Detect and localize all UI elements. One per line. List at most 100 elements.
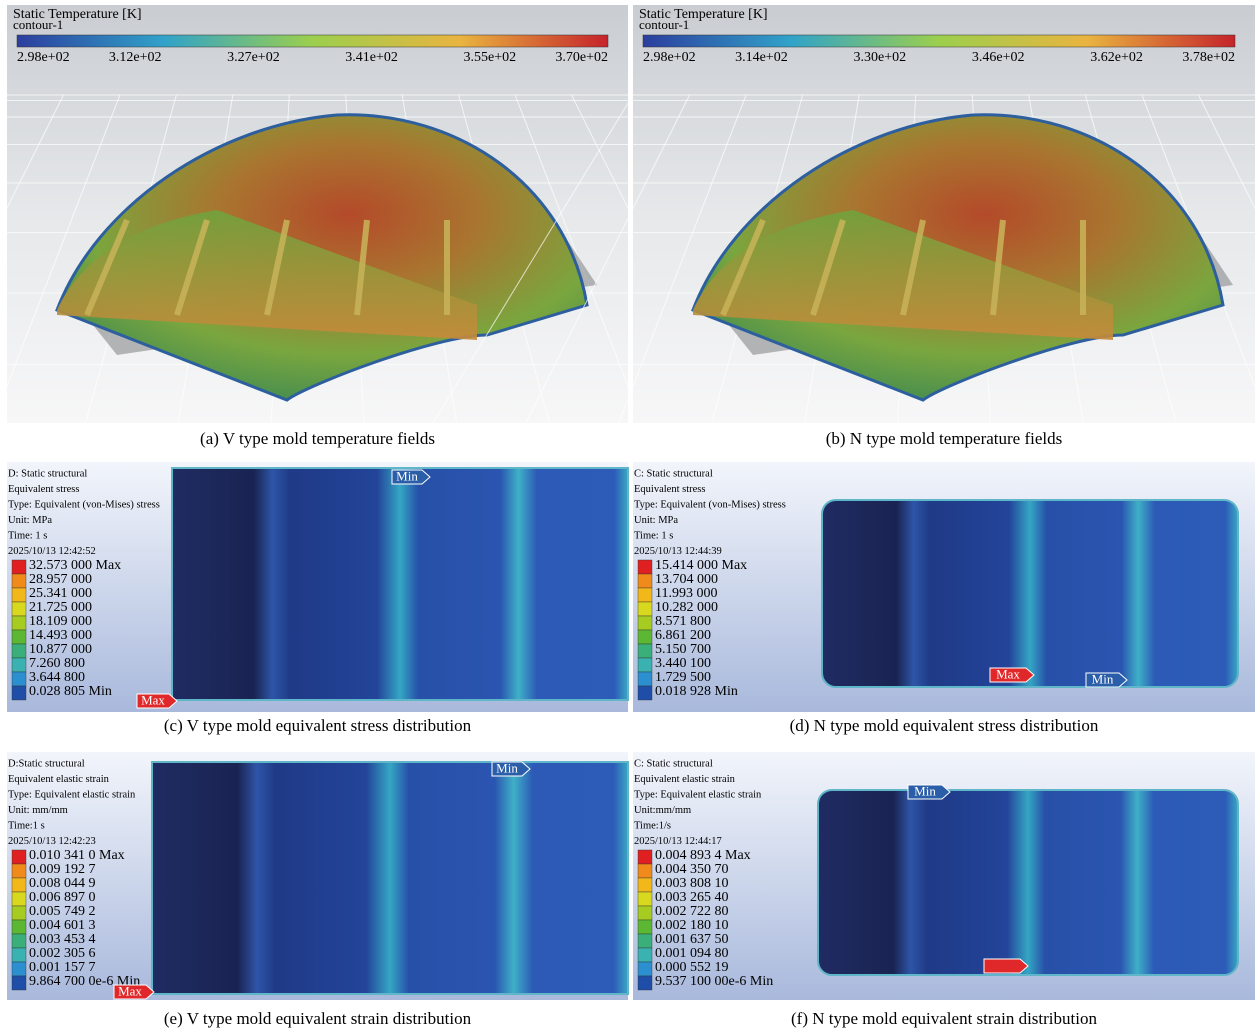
colorbar-label: 2.98e+02 <box>17 50 70 65</box>
caption: (b) N type mold temperature fields <box>826 429 1063 448</box>
mold-body <box>172 468 628 700</box>
legend-swatch <box>638 644 652 658</box>
legend-label: 0.000 552 19 <box>655 960 729 975</box>
colorbar-label: 3.12e+02 <box>109 50 162 65</box>
legend-label: 0.001 637 50 <box>655 932 729 947</box>
legend-label: 0.005 749 2 <box>29 904 96 919</box>
legend-swatch <box>12 934 26 948</box>
info-line: 2025/10/13 12:44:39 <box>634 546 722 557</box>
tag-label: Max <box>118 983 142 998</box>
legend-label: 0.001 094 80 <box>655 946 729 961</box>
colorbar-label: 3.46e+02 <box>972 50 1025 65</box>
info-line: Time:1/s <box>634 820 671 831</box>
legend-label: 3.440 100 <box>655 656 711 671</box>
mold-body <box>818 790 1238 975</box>
contour-label: contour-1 <box>639 17 689 32</box>
info-line: Equivalent elastic strain <box>634 774 736 785</box>
legend-label: 10.282 000 <box>655 600 718 615</box>
legend-swatch <box>12 672 26 686</box>
colorbar-label: 3.41e+02 <box>345 50 398 65</box>
info-line: Type: Equivalent elastic strain <box>8 789 136 800</box>
caption: (d) N type mold equivalent stress distri… <box>790 716 1099 735</box>
info-line: Time:1 s <box>8 820 45 831</box>
legend-label: 0.009 192 7 <box>29 862 96 877</box>
info-line: Unit:mm/mm <box>634 805 691 816</box>
info-line: C: Static structural <box>634 468 713 479</box>
colorbar <box>17 35 608 47</box>
info-line: Time: 1 s <box>634 530 673 541</box>
colorbar-label: 3.30e+02 <box>853 50 906 65</box>
info-line: Unit: MPa <box>8 515 52 526</box>
colorbar-label: 3.62e+02 <box>1090 50 1143 65</box>
legend-swatch <box>638 574 652 588</box>
caption: (e) V type mold equivalent strain distri… <box>164 1009 472 1028</box>
legend-label: 8.571 800 <box>655 614 711 629</box>
info-line: Unit: mm/mm <box>8 805 68 816</box>
colorbar-label: 2.98e+02 <box>643 50 696 65</box>
legend-swatch <box>12 962 26 976</box>
legend-label: 0.004 350 70 <box>655 862 729 877</box>
info-line: Type: Equivalent (von-Mises) stress <box>8 499 160 510</box>
legend-label: 0.003 453 4 <box>29 932 96 947</box>
tag-label: Min <box>396 468 418 483</box>
legend-swatch <box>12 630 26 644</box>
legend-label: 0.003 808 10 <box>655 876 729 891</box>
colorbar <box>643 35 1235 47</box>
tag-label: Max <box>996 666 1020 681</box>
floor-grid <box>0 95 7 423</box>
legend-swatch <box>638 560 652 574</box>
colorbar-label: 3.27e+02 <box>227 50 280 65</box>
legend-swatch <box>638 892 652 906</box>
legend-swatch <box>638 878 652 892</box>
legend-swatch <box>12 906 26 920</box>
legend-swatch <box>12 560 26 574</box>
legend-label: 0.006 897 0 <box>29 890 96 905</box>
colorbar-label: 3.55e+02 <box>463 50 516 65</box>
legend-label: 0.008 044 9 <box>29 876 96 891</box>
info-line: Equivalent stress <box>8 484 79 495</box>
caption: (c) V type mold equivalent stress distri… <box>164 716 472 735</box>
legend-swatch <box>12 616 26 630</box>
legend-swatch <box>12 574 26 588</box>
info-line: Type: Equivalent (von-Mises) stress <box>634 499 786 510</box>
legend-swatch <box>638 962 652 976</box>
legend-swatch <box>638 672 652 686</box>
legend-label: 0.002 722 80 <box>655 904 729 919</box>
legend-swatch <box>638 658 652 672</box>
legend-swatch <box>12 588 26 602</box>
mold-body <box>152 762 628 994</box>
figure: Static Temperature [K]contour-12.98e+023… <box>0 0 1257 1035</box>
info-line: 2025/10/13 12:42:23 <box>8 836 96 847</box>
legend-label: 18.109 000 <box>29 614 92 629</box>
colorbar-label: 3.14e+02 <box>735 50 788 65</box>
legend-label: 0.003 265 40 <box>655 890 729 905</box>
tag-max <box>984 959 1028 973</box>
legend-swatch <box>638 934 652 948</box>
legend-swatch <box>638 850 652 864</box>
info-line: D:Static structural <box>8 758 85 769</box>
info-line: Type: Equivalent elastic strain <box>634 789 762 800</box>
info-line: Equivalent stress <box>634 484 705 495</box>
legend-swatch <box>638 920 652 934</box>
legend-label: 1.729 500 <box>655 670 711 685</box>
legend-label: 25.341 000 <box>29 586 92 601</box>
legend-label: 5.150 700 <box>655 642 711 657</box>
legend-label: 0.002 180 10 <box>655 918 729 933</box>
legend-swatch <box>12 892 26 906</box>
legend-label: 0.018 928 Min <box>655 684 738 699</box>
legend-swatch <box>638 864 652 878</box>
legend-swatch <box>638 906 652 920</box>
legend-label: 21.725 000 <box>29 600 92 615</box>
contour-label: contour-1 <box>13 17 63 32</box>
legend-label: 28.957 000 <box>29 572 92 587</box>
caption: (a) V type mold temperature fields <box>200 429 435 448</box>
colorbar-label: 3.70e+02 <box>555 50 608 65</box>
tag-label: Min <box>914 783 936 798</box>
info-line: Unit: MPa <box>634 515 678 526</box>
legend-label: 0.004 601 3 <box>29 918 96 933</box>
legend-swatch <box>12 976 26 990</box>
info-line: 2025/10/13 12:44:17 <box>634 836 722 847</box>
legend-label: 0.001 157 7 <box>29 960 96 975</box>
legend-label: 0.028 805 Min <box>29 684 112 699</box>
legend-label: 3.644 800 <box>29 670 85 685</box>
